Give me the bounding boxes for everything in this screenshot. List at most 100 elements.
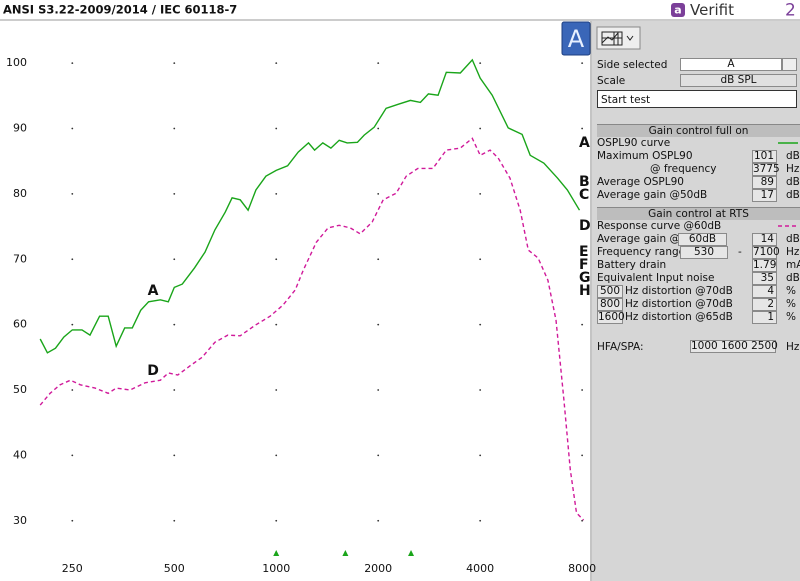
- grid-dot: [479, 519, 482, 522]
- grid-dot: [581, 389, 584, 391]
- grid-dot: [377, 127, 380, 130]
- x-tick-label: 8000: [568, 562, 596, 575]
- row-unit: mA: [786, 259, 800, 271]
- grid-dot: [377, 454, 380, 457]
- row-unit: dB: [786, 189, 800, 201]
- legend-tag: D: [579, 218, 591, 234]
- legend-tag: A: [579, 135, 590, 151]
- grid-dot: [71, 62, 74, 65]
- row-value: 3775: [752, 163, 780, 176]
- grid-dot: [173, 127, 176, 130]
- grid-dot: [173, 323, 176, 326]
- y-tick-label: 90: [13, 122, 27, 135]
- grid-dot: [275, 192, 278, 195]
- grid-dot: [173, 62, 176, 65]
- row-tag: F: [579, 257, 589, 273]
- row-value: 101: [752, 150, 777, 163]
- row-label: Average gain @50dB: [597, 189, 708, 201]
- hfa-label: HFA/SPA:: [597, 341, 644, 353]
- hfa-marker: [273, 550, 280, 556]
- title: ANSI S3.22-2009/2014 / IEC 60118-7: [3, 3, 237, 17]
- hfa-marker: [342, 550, 349, 556]
- row-unit: %: [786, 311, 796, 323]
- curve-tag: A: [148, 283, 159, 299]
- row-tag: B: [579, 174, 590, 190]
- x-tick-label: 500: [164, 562, 185, 575]
- side-scroll[interactable]: [782, 58, 797, 71]
- y-tick-label: 100: [6, 56, 27, 69]
- row-label: Battery drain: [597, 259, 667, 271]
- row-unit: Hz: [786, 246, 800, 258]
- grid-dot: [173, 389, 176, 391]
- grid-dot: [377, 389, 380, 391]
- logo-box: [671, 3, 685, 17]
- row-level: 60dB: [678, 233, 727, 246]
- row-value: 35: [752, 272, 777, 285]
- grid-dot: [71, 258, 74, 261]
- x-tick-label: 4000: [466, 562, 494, 575]
- grid-dot: [377, 62, 380, 65]
- grid-dot: [479, 323, 482, 326]
- row-value: 4: [752, 285, 777, 298]
- row-separator: -: [738, 246, 742, 258]
- legend-label: Response curve @60dB: [597, 220, 722, 232]
- y-tick-label: 70: [13, 252, 27, 265]
- grid-dot: [173, 454, 176, 457]
- row-high: 7100: [752, 246, 780, 259]
- grid-dot: [479, 258, 482, 261]
- grid-dot: [479, 127, 482, 130]
- grid-dot: [275, 389, 278, 391]
- scale-field: dB SPL: [680, 74, 797, 87]
- row-frequency: 1600: [597, 311, 625, 324]
- row-value: 1: [752, 311, 777, 324]
- row-value: 2: [752, 298, 777, 311]
- curve: [39, 58, 581, 354]
- x-tick-label: 2000: [364, 562, 392, 575]
- side-button[interactable]: [561, 21, 591, 56]
- grid-dot: [377, 258, 380, 261]
- version: 2: [785, 1, 796, 21]
- grid-dot: [581, 454, 584, 457]
- y-tick-label: 60: [13, 318, 27, 331]
- row-label: Maximum OSPL90: [597, 150, 693, 162]
- grid-dot: [479, 62, 482, 65]
- brand: Verifit: [690, 1, 734, 19]
- grid-dot: [581, 192, 584, 195]
- y-tick-label: 50: [13, 383, 27, 396]
- grid-dot: [377, 323, 380, 326]
- logo: a: [674, 4, 681, 17]
- side-selected-label: Side selected: [597, 59, 668, 71]
- grid-dot: [275, 519, 278, 522]
- row-unit: dB: [786, 150, 800, 162]
- section-header: Gain control at RTS: [597, 207, 800, 220]
- row-value: 14: [752, 233, 777, 246]
- grid-dot: [377, 192, 380, 195]
- row-label: Frequency range: [597, 246, 686, 258]
- grid-dot: [581, 519, 584, 522]
- section-header: Gain control full on: [597, 124, 800, 137]
- row-unit: %: [786, 298, 796, 310]
- row-label: Equivalent Input noise: [597, 272, 715, 284]
- legend-label: OSPL90 curve: [597, 137, 671, 149]
- row-tag: C: [579, 187, 590, 203]
- grid-dot: [377, 519, 380, 522]
- grid-dot: [71, 519, 74, 522]
- grid-dot: [275, 323, 278, 326]
- row-label: Hz distortion @70dB: [625, 285, 733, 297]
- grid-dot: [71, 454, 74, 457]
- row-value: 17: [752, 189, 777, 202]
- grid-dot: [479, 454, 482, 457]
- row-value: 89: [752, 176, 777, 189]
- row-unit: dB: [786, 176, 800, 188]
- start-button[interactable]: Start test: [597, 90, 797, 108]
- row-label: Hz distortion @70dB: [625, 298, 733, 310]
- grid-dot: [479, 192, 482, 195]
- grid-dot: [71, 389, 74, 391]
- row-unit: Hz: [786, 163, 800, 175]
- y-tick-label: 40: [13, 448, 27, 461]
- hfa-field: 1000 1600 2500: [690, 340, 778, 353]
- row-tag: E: [579, 244, 589, 260]
- grid-dot: [275, 62, 278, 65]
- side-button-label[interactable]: A: [568, 25, 585, 53]
